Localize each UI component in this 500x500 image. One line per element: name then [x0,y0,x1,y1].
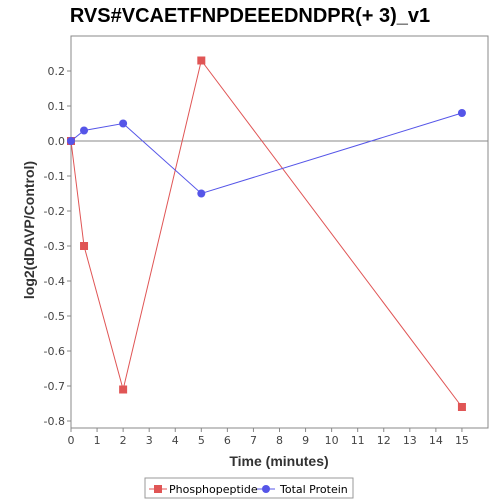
y-tick-label: 0.2 [48,65,66,78]
data-point-phosphopeptide [80,242,89,250]
x-tick-label: 1 [94,434,101,447]
x-tick-label: 8 [276,434,283,447]
x-tick-label: 4 [172,434,179,447]
x-tick-label: 15 [455,434,469,447]
y-tick-label: -0.3 [44,240,65,253]
x-tick-label: 6 [224,434,231,447]
y-tick-label: -0.2 [44,205,65,218]
y-tick-label: -0.1 [44,170,65,183]
y-tick-label: 0.0 [48,135,66,148]
x-tick-label: 5 [198,434,205,447]
x-tick-label: 11 [351,434,365,447]
x-tick-label: 12 [377,434,391,447]
legend-label-phosphopeptide: Phosphopeptide [169,483,258,496]
x-axis-label: Time (minutes) [229,453,328,469]
x-tick-label: 7 [250,434,257,447]
legend: Phosphopeptide Total Protein [144,477,354,499]
x-tick-label: 2 [120,434,127,447]
x-tick-label: 13 [403,434,417,447]
series-group [67,56,466,411]
y-tick-label: -0.5 [44,310,65,323]
x-tick-label: 10 [325,434,339,447]
data-point-total-protein [457,109,466,117]
data-point-phosphopeptide [197,56,206,65]
data-point-phosphopeptide [119,385,128,394]
data-point-total-protein [197,189,206,198]
y-tick-label: -0.8 [44,415,65,428]
x-tick-label: 9 [302,434,309,447]
chart-title: RVS#VCAETFNPDEEEDNDPR(+ 3)_v1 [70,5,430,27]
data-point-total-protein [80,126,89,135]
data-point-total-protein [119,119,128,128]
y-tick-label: -0.4 [44,275,65,288]
y-tick-label: 0.1 [48,100,66,113]
y-tick-label: -0.6 [44,345,65,358]
x-tick-label: 0 [68,434,75,447]
legend-marker-total-protein [262,485,270,493]
data-point-total-protein [67,137,75,145]
y-axis-ticks: 0.2 0.1 0.0 -0.1 -0.2 -0.3 -0.4 -0.5 -0.6 -0.7 -0.… [44,65,71,428]
data-point-phosphopeptide [457,403,466,411]
legend-marker-phosphopeptide [154,485,162,493]
x-tick-label: 3 [146,434,153,447]
y-tick-label: -0.7 [44,380,65,393]
x-tick-label: 14 [429,434,443,447]
legend-label-total-protein: Total Protein [279,483,348,496]
legend-box [144,477,354,499]
plot-area [70,35,489,429]
y-axis-label: log2(dDAVP/Control) [21,161,37,299]
x-axis-ticks: 0 1 2 3 4 5 6 7 8 9 10 11 12 13 14 15 [68,428,469,447]
